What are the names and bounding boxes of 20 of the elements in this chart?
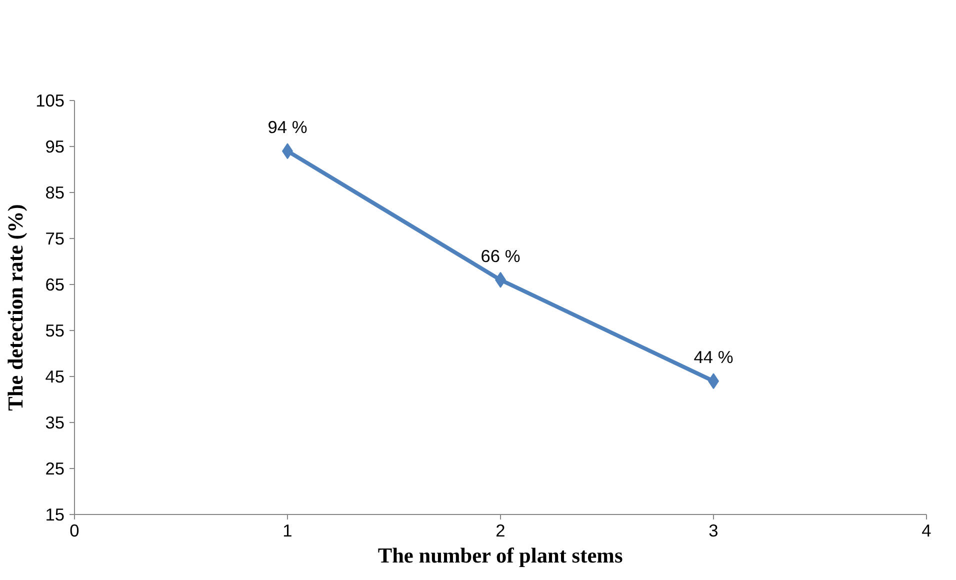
y-axis-title: The detection rate (%)	[4, 204, 28, 411]
x-tick-label: 1	[282, 520, 292, 540]
y-tick-label: 55	[45, 320, 65, 340]
y-tick-label: 75	[45, 228, 65, 248]
y-tick-label: 105	[36, 90, 65, 110]
x-tick-label: 3	[708, 520, 718, 540]
y-tick-label: 15	[45, 504, 65, 524]
y-tick-label: 65	[45, 274, 65, 294]
x-axis-title: The number of plant stems	[378, 544, 623, 568]
y-tick-label: 45	[45, 366, 65, 386]
x-tick-label: 0	[70, 520, 80, 540]
y-tick-label: 25	[45, 458, 65, 478]
x-tick-label: 4	[922, 520, 932, 540]
y-tick-label: 95	[45, 136, 65, 156]
y-tick-label: 35	[45, 412, 65, 432]
data-label: 66 %	[480, 246, 520, 266]
data-label: 94 %	[268, 117, 308, 138]
y-tick-label: 85	[45, 182, 65, 202]
x-tick-label: 2	[496, 520, 506, 540]
data-label: 44 %	[694, 347, 734, 368]
